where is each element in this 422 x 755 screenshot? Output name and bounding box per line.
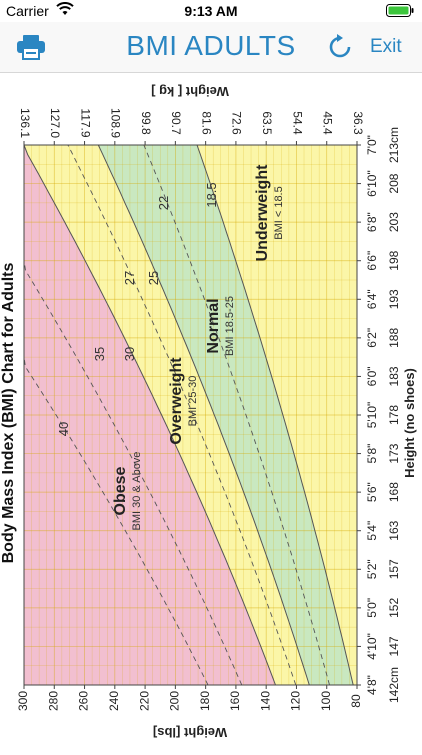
exit-button[interactable]: Exit xyxy=(370,36,402,57)
refresh-icon xyxy=(329,34,351,58)
height-inch-label: 5'10" xyxy=(365,402,379,429)
height-axis-title: Height (no shoes) xyxy=(402,368,417,478)
kg-tick-label: 99.8 xyxy=(139,111,153,135)
lbs-tick-label: 240 xyxy=(107,691,121,711)
height-cm-label: 198 xyxy=(387,250,401,270)
lbs-tick-label: 140 xyxy=(258,691,272,711)
kg-tick-label: 36.3 xyxy=(351,111,365,135)
height-inch-label: 4'10" xyxy=(365,633,379,660)
kg-tick-label: 54.4 xyxy=(290,111,304,135)
wifi-icon xyxy=(56,2,74,19)
height-cm-label: 157 xyxy=(387,559,401,579)
height-inch-label: 5'4" xyxy=(365,521,379,541)
kg-tick-label: 127.0 xyxy=(48,108,62,138)
bmi-chart-svg: 18.5 22 25 27 30 35 40 Underweight BMI < 18.5 Nor… xyxy=(0,84,417,740)
lbs-tick-label: 80 xyxy=(349,694,363,708)
lbs-tick-label: 260 xyxy=(77,691,91,711)
chart-title: Body Mass Index (BMI) Chart for Adults xyxy=(0,263,17,564)
bmi-line-label: 27 xyxy=(122,271,137,285)
height-inch-label: 5'0" xyxy=(365,598,379,618)
height-inch-label: 5'6" xyxy=(365,482,379,502)
bmi-line-40 xyxy=(24,145,209,685)
category-name: Underweight xyxy=(254,164,271,262)
category-range: BMI 18.5-25 xyxy=(224,296,236,356)
bmi-line-25 xyxy=(97,145,310,685)
height-cm-label: 178 xyxy=(387,405,401,425)
kg-tick-label: 72.6 xyxy=(230,111,244,135)
height-cm-label: 147 xyxy=(387,636,401,656)
height-cm-label: 213cm xyxy=(387,127,401,163)
height-inch-label: 6'10" xyxy=(365,170,379,197)
height-inch-label: 6'2" xyxy=(365,328,379,348)
lbs-tick-label: 220 xyxy=(137,691,151,711)
bmi-line-label: 35 xyxy=(92,347,107,361)
height-cm-label: 168 xyxy=(387,482,401,502)
kg-tick-label: 136.1 xyxy=(18,108,32,138)
category-name: Overweight xyxy=(168,357,185,445)
height-inch-label: 4'8" xyxy=(365,675,379,695)
kg-tick-label: 90.7 xyxy=(169,111,183,135)
navigation-bar: BMI ADULTS Exit xyxy=(0,22,422,73)
kg-tick-label: 117.9 xyxy=(78,108,92,137)
kg-tick-label: 63.5 xyxy=(260,111,274,135)
height-cm-label: 163 xyxy=(387,520,401,540)
category-range: BMI < 18.5 xyxy=(273,186,285,240)
page-title: BMI ADULTS xyxy=(126,30,296,61)
kg-tick-label: 108.9 xyxy=(109,108,123,138)
category-name: Obese xyxy=(112,466,129,515)
battery-icon xyxy=(386,4,414,17)
carrier-label: Carrier xyxy=(6,3,49,19)
category-name: Normal xyxy=(205,298,222,353)
refresh-button[interactable] xyxy=(326,33,354,61)
status-bar: Carrier 9:13 AM xyxy=(0,0,422,22)
bmi-line-27 xyxy=(67,145,297,685)
height-cm-label: 152 xyxy=(387,598,401,618)
height-inch-label: 6'6" xyxy=(365,251,379,271)
bmi-line-label: 40 xyxy=(56,422,71,436)
printer-icon xyxy=(17,35,45,60)
height-cm-label: 208 xyxy=(387,173,401,193)
height-cm-label: 193 xyxy=(387,289,401,309)
bmi-chart: 18.5 22 25 27 30 35 40 Underweight BMI < 18.5 Nor… xyxy=(0,73,422,750)
bmi-line-label: 18.5 xyxy=(204,182,219,207)
weight-kg-axis-title: Weight [ kg ] xyxy=(151,84,229,99)
category-range: BMI 30 & Above xyxy=(131,452,143,531)
height-inch-label: 6'0" xyxy=(365,366,379,386)
print-button[interactable] xyxy=(16,34,46,60)
lbs-tick-label: 120 xyxy=(289,691,303,711)
lbs-tick-label: 180 xyxy=(198,691,212,711)
lbs-tick-label: 280 xyxy=(46,691,60,711)
height-cm-label: 188 xyxy=(387,328,401,348)
height-cm-label: 203 xyxy=(387,212,401,232)
bmi-line-22 xyxy=(143,145,330,685)
height-inch-label: 5'8" xyxy=(365,444,379,464)
lbs-tick-label: 200 xyxy=(168,691,182,711)
category-range: BMI 25-30 xyxy=(187,376,199,427)
kg-tick-label: 81.6 xyxy=(199,111,213,135)
bmi-line-35 xyxy=(24,145,243,685)
bmi-line-18.5 xyxy=(196,145,354,685)
lbs-tick-label: 160 xyxy=(228,691,242,711)
bmi-line-label: 30 xyxy=(122,347,137,361)
height-cm-label: 183 xyxy=(387,366,401,386)
lbs-tick-label: 300 xyxy=(16,691,30,711)
height-inch-label: 6'8" xyxy=(365,212,379,232)
kg-tick-label: 45.4 xyxy=(321,111,335,135)
lbs-tick-label: 100 xyxy=(319,691,333,711)
height-inch-label: 5'2" xyxy=(365,559,379,579)
height-inch-label: 7'0" xyxy=(365,135,379,155)
weight-lbs-axis-title: Weight [lbs] xyxy=(153,725,227,740)
height-inch-label: 6'4" xyxy=(365,289,379,309)
bmi-line-30 xyxy=(24,145,276,685)
bmi-line-label: 22 xyxy=(156,196,171,210)
bmi-line-label: 25 xyxy=(146,271,161,285)
height-cm-label: 173 xyxy=(387,443,401,463)
height-cm-label: 142cm xyxy=(387,667,401,703)
clock: 9:13 AM xyxy=(184,3,238,19)
